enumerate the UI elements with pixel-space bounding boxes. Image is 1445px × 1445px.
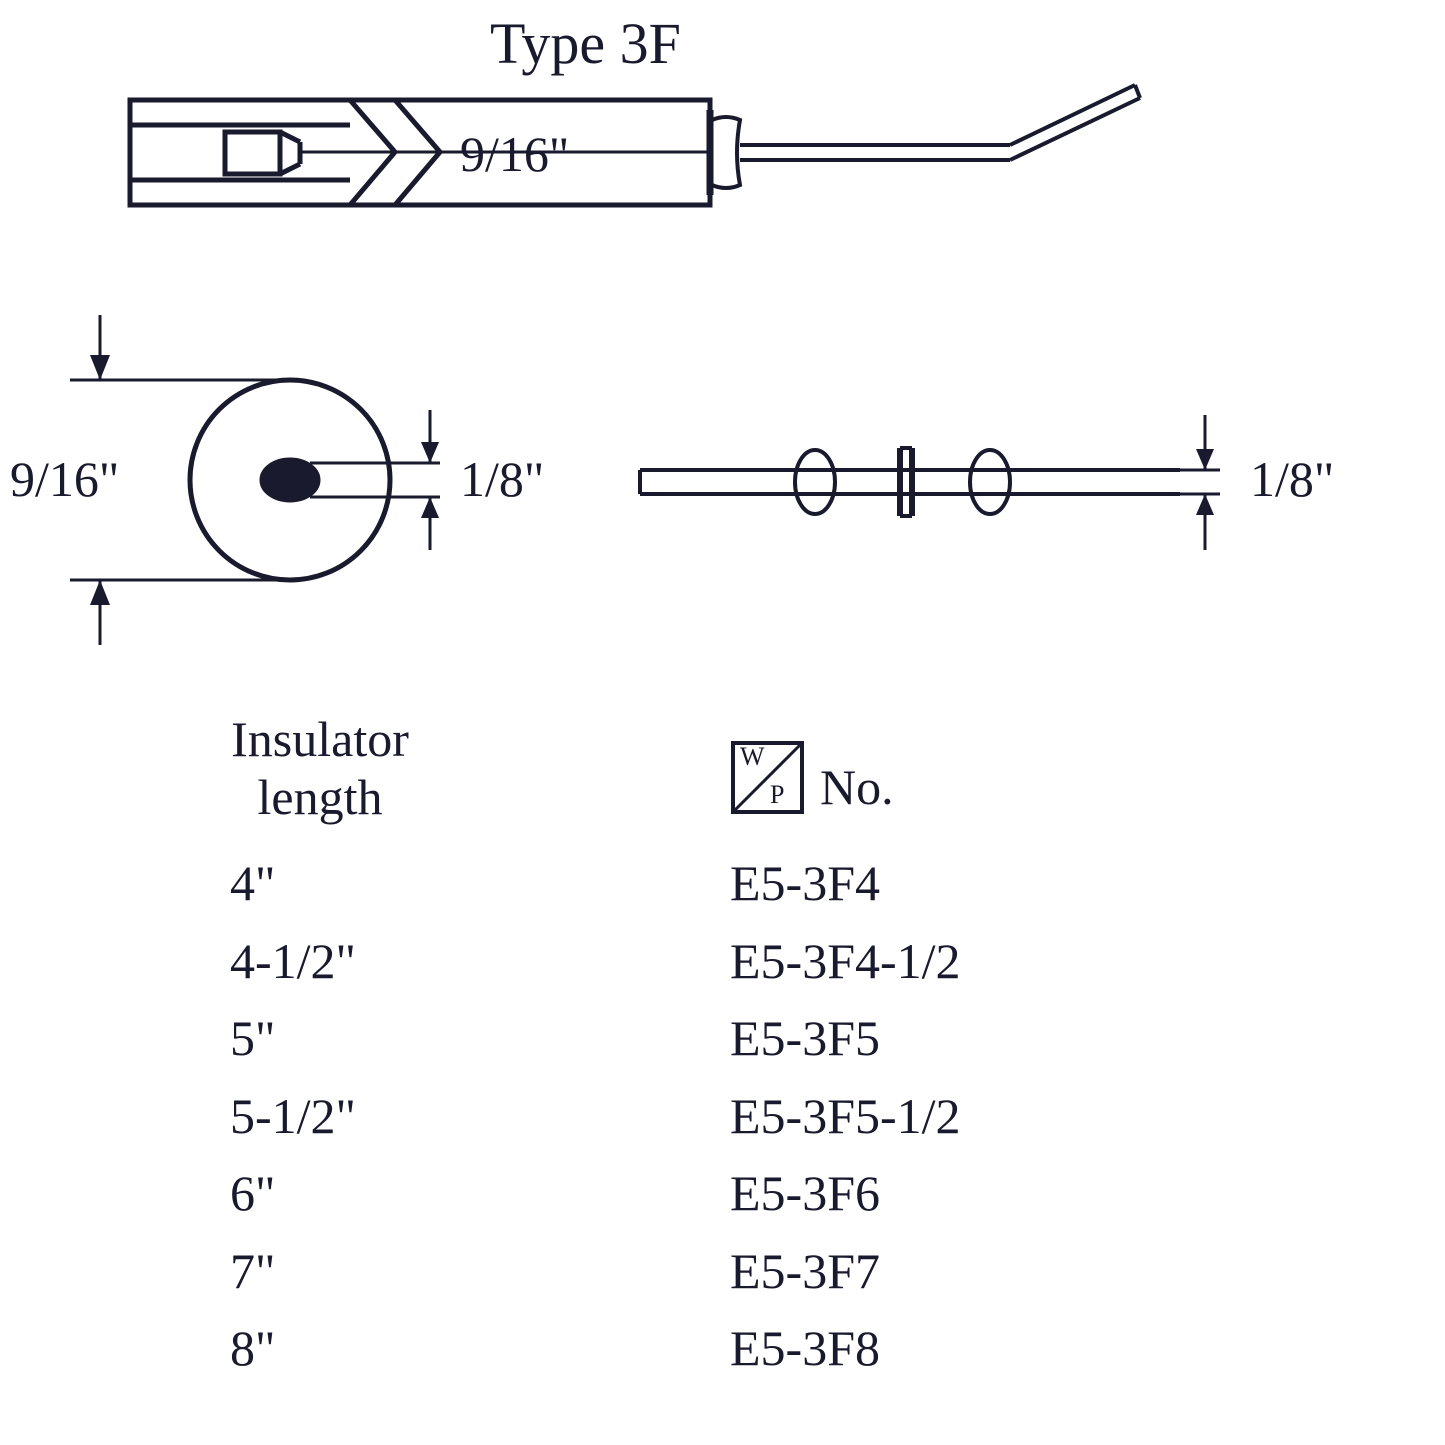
table-row: E5-3F4-1/2 — [730, 923, 961, 1001]
table-row: 5-1/2" — [230, 1078, 356, 1156]
table-row: E5-3F5 — [730, 1000, 961, 1078]
table-row: 5" — [230, 1000, 356, 1078]
wp-bottom: P — [770, 780, 784, 810]
col-header-insulator-1: Insulator — [170, 710, 470, 768]
table-row: E5-3F6 — [730, 1155, 961, 1233]
table-row: 4-1/2" — [230, 923, 356, 1001]
table-row: E5-3F7 — [730, 1233, 961, 1311]
table-row: 6" — [230, 1155, 356, 1233]
diagram-title: Type 3F — [490, 10, 681, 77]
rod-thickness-label: 1/8" — [1250, 450, 1334, 508]
table-row: E5-3F8 — [730, 1310, 961, 1388]
table-row: E5-3F4 — [730, 845, 961, 923]
circle-outer-label: 9/16" — [10, 450, 119, 508]
rod-view-drawing — [620, 360, 1320, 620]
wp-top: W — [740, 742, 765, 772]
table-row: E5-3F5-1/2 — [730, 1078, 961, 1156]
body-diameter-label: 9/16" — [460, 125, 569, 183]
table-row: 4" — [230, 845, 356, 923]
circle-inner-label: 1/8" — [460, 450, 544, 508]
col-header-insulator-2: length — [170, 768, 470, 826]
col-header-no: No. — [820, 758, 894, 816]
table-row: 8" — [230, 1310, 356, 1388]
table-row: 7" — [230, 1233, 356, 1311]
